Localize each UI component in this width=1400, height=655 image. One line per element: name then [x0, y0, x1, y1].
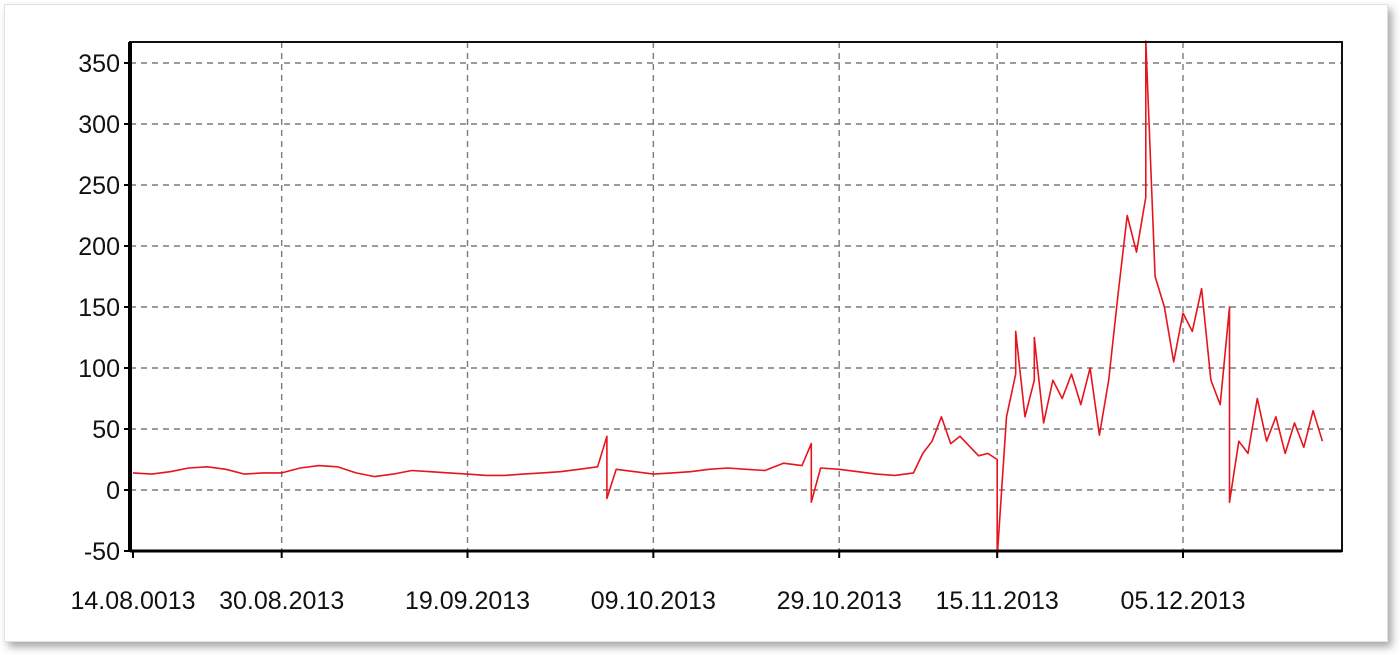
- y-tick-label: 50: [92, 416, 120, 444]
- data-series: [132, 40, 1324, 558]
- x-tick-label: 14.08.0013: [70, 587, 195, 615]
- axes: [128, 41, 1343, 553]
- plot-border: [129, 41, 1343, 552]
- chart-frame: [4, 4, 1388, 642]
- y-tick-label: 250: [78, 172, 120, 200]
- x-tick-label: 05.12.2013: [1120, 587, 1245, 615]
- y-tick-label: 300: [78, 111, 120, 139]
- x-tick-label: 09.10.2013: [591, 587, 716, 615]
- y-tick-labels: -50 0 50 100 150 200 250 300 350: [78, 50, 130, 566]
- x-tick-label: 15.11.2013: [936, 587, 1059, 615]
- series-line: [132, 40, 1324, 558]
- x-tick-label: 30.08.2013: [219, 587, 344, 615]
- y-tick-label: 200: [78, 233, 120, 261]
- y-tick-label: 350: [78, 50, 120, 78]
- x-tick-label: 29.10.2013: [777, 587, 902, 615]
- x-tick-label: 19.09.2013: [405, 587, 530, 615]
- y-tick-label: 100: [78, 355, 120, 383]
- grid-lines: [130, 42, 1342, 552]
- y-tick-label: 0: [106, 477, 120, 505]
- x-tick-labels: 14.08.0013 30.08.2013 19.09.2013 09.10.2013…: [70, 551, 1246, 615]
- y-tick-label: 150: [78, 294, 120, 322]
- y-tick-label: -50: [84, 538, 120, 566]
